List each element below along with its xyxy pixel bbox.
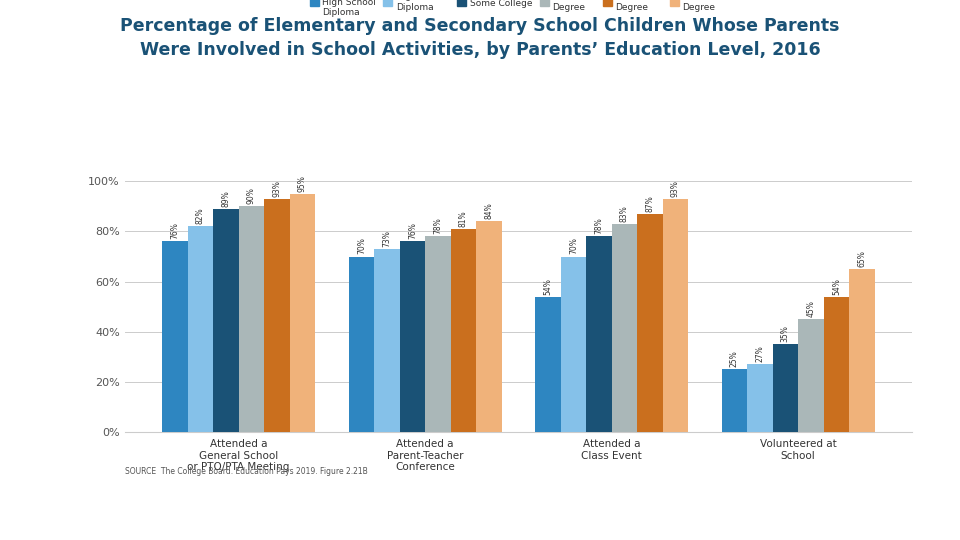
Bar bbox=[798, 319, 824, 432]
Text: Were Involved in School Activities, by Parents’ Education Level, 2016: Were Involved in School Activities, by P… bbox=[140, 41, 820, 59]
Bar bbox=[612, 224, 637, 432]
Bar bbox=[348, 256, 374, 432]
Bar bbox=[824, 296, 850, 432]
Text: 70%: 70% bbox=[569, 238, 578, 254]
Text: 70%: 70% bbox=[357, 238, 366, 254]
Bar bbox=[213, 209, 239, 432]
Text: 45%: 45% bbox=[806, 300, 815, 317]
Text: 35%: 35% bbox=[780, 326, 790, 342]
Text: Education Pays 2019: Education Pays 2019 bbox=[429, 519, 531, 529]
Text: 95%: 95% bbox=[298, 175, 307, 192]
Bar bbox=[374, 249, 399, 432]
Text: 83%: 83% bbox=[620, 205, 629, 222]
Text: 84%: 84% bbox=[485, 202, 493, 219]
Bar bbox=[662, 199, 688, 432]
Text: 25%: 25% bbox=[730, 350, 739, 367]
Text: 54%: 54% bbox=[832, 278, 841, 295]
Bar bbox=[722, 369, 747, 432]
Text: 76%: 76% bbox=[408, 222, 417, 239]
Text: 27%: 27% bbox=[756, 346, 764, 362]
Bar bbox=[425, 237, 450, 432]
Bar bbox=[476, 221, 502, 432]
Bar bbox=[239, 206, 264, 432]
Text: 90%: 90% bbox=[247, 187, 256, 204]
Text: For detailed data, visit trends.collegeboard.org.: For detailed data, visit trends.collegeb… bbox=[19, 519, 251, 529]
Text: CollegeBoard: CollegeBoard bbox=[866, 519, 931, 529]
Text: 76%: 76% bbox=[170, 222, 180, 239]
Bar bbox=[264, 199, 290, 432]
Bar bbox=[535, 296, 561, 432]
Bar bbox=[450, 229, 476, 432]
Bar bbox=[290, 194, 315, 432]
Legend: Less than a
High School
Diploma, High School
Diploma, Some College, Associate
De: Less than a High School Diploma, High Sc… bbox=[310, 0, 727, 17]
Bar bbox=[747, 364, 773, 432]
Bar bbox=[399, 241, 425, 432]
Bar bbox=[637, 214, 662, 432]
Bar bbox=[187, 226, 213, 432]
Text: Percentage of Elementary and Secondary School Children Whose Parents: Percentage of Elementary and Secondary S… bbox=[120, 17, 840, 35]
Bar bbox=[162, 241, 187, 432]
Text: 78%: 78% bbox=[433, 218, 443, 234]
Text: 65%: 65% bbox=[857, 250, 867, 267]
Text: 93%: 93% bbox=[671, 180, 680, 197]
Bar bbox=[773, 345, 798, 432]
Text: 81%: 81% bbox=[459, 210, 468, 227]
Text: 78%: 78% bbox=[594, 218, 604, 234]
Bar bbox=[850, 269, 875, 432]
Text: 89%: 89% bbox=[222, 190, 230, 207]
Text: 93%: 93% bbox=[273, 180, 281, 197]
Bar bbox=[587, 237, 612, 432]
Text: 54%: 54% bbox=[543, 278, 552, 295]
Text: SOURCE  The College Board. Education Pays 2019. Figure 2.21B: SOURCE The College Board. Education Pays… bbox=[125, 467, 368, 476]
Text: 73%: 73% bbox=[382, 230, 392, 247]
Text: 82%: 82% bbox=[196, 208, 204, 225]
Bar bbox=[561, 256, 587, 432]
Text: 87%: 87% bbox=[645, 195, 655, 212]
